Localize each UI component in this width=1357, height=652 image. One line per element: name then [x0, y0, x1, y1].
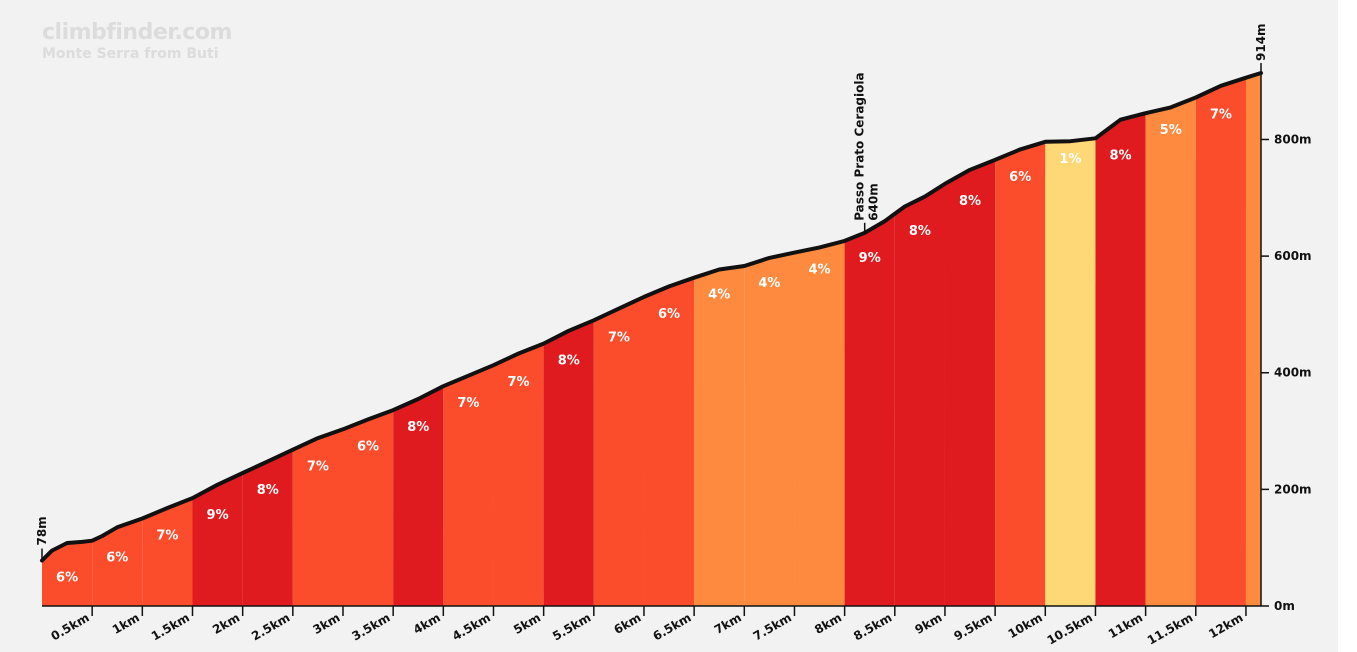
brand-logo: climbfinder.com	[42, 20, 232, 45]
y-tick-label: 0m	[1274, 599, 1295, 613]
summit-elevation-label: 914m	[1254, 23, 1268, 61]
gradient-label: 8%	[909, 224, 931, 239]
x-tick-label: 11km	[1106, 610, 1145, 641]
segment-15	[794, 240, 845, 606]
x-tick-label: 12km	[1206, 610, 1245, 641]
gradient-label: 6%	[357, 439, 379, 454]
y-tick-label: 600m	[1274, 249, 1312, 263]
segment-24	[1245, 73, 1261, 606]
gradient-label: 8%	[1110, 148, 1132, 163]
gradient-label: 6%	[1009, 170, 1031, 185]
x-tick-label: 0.5km	[49, 610, 92, 643]
pass-name-label: Passo Prato Ceragiola	[853, 72, 867, 220]
pass-elevation-label: 640m	[867, 183, 881, 221]
gradient-label: 6%	[106, 551, 128, 566]
x-tick-label: 6.5km	[650, 610, 693, 643]
segment-23	[1195, 77, 1246, 606]
profile-line	[40, 71, 1263, 563]
chart-subtitle: Monte Serra from Buti	[42, 46, 219, 62]
x-tick-label: 6km	[611, 610, 643, 637]
x-tick-label: 8.5km	[851, 610, 894, 643]
gradient-label: 7%	[457, 396, 479, 411]
segment-8	[443, 365, 494, 606]
segment-12	[643, 277, 695, 606]
gradient-label: 4%	[708, 288, 730, 303]
y-tick-label: 800m	[1274, 132, 1312, 146]
segment-9	[493, 343, 544, 606]
x-tick-label: 2km	[210, 610, 242, 637]
x-tick-label: 3km	[311, 610, 343, 637]
x-tick-label: 8km	[812, 610, 844, 637]
gradient-label: 8%	[959, 194, 981, 209]
segment-1	[92, 518, 143, 606]
segment-10	[543, 320, 594, 606]
x-tick-label: 5km	[511, 610, 543, 637]
x-tick-label: 7km	[712, 610, 744, 637]
segment-20	[1045, 138, 1096, 607]
y-tick-label: 400m	[1274, 366, 1312, 380]
x-tick-label: 9.5km	[951, 610, 994, 643]
gradient-label: 4%	[809, 263, 831, 278]
gradient-label: 9%	[207, 508, 229, 523]
segment-0	[42, 540, 93, 606]
gradient-label: 7%	[156, 529, 178, 544]
segment-5	[292, 429, 343, 606]
x-tick-label: 9km	[912, 610, 944, 637]
start-elevation-label: 78m	[35, 516, 49, 545]
segment-19	[995, 141, 1046, 607]
gradient-label: 8%	[558, 354, 580, 369]
gradient-label: 8%	[257, 483, 279, 498]
x-tick-label: 1.5km	[149, 610, 192, 643]
gradient-label: 8%	[407, 420, 429, 435]
segment-14	[744, 252, 795, 606]
gradient-label: 7%	[508, 375, 530, 390]
x-tick-label: 1km	[110, 610, 142, 637]
gradient-label: 6%	[658, 307, 680, 322]
gradient-label: 7%	[1210, 107, 1232, 122]
segment-11	[593, 296, 644, 606]
segment-22	[1145, 97, 1196, 606]
segment-7	[393, 386, 444, 606]
x-tick-label: 10km	[1006, 610, 1045, 641]
segment-18	[944, 159, 996, 606]
gradient-label: 7%	[307, 460, 329, 475]
gradient-label: 4%	[758, 276, 780, 291]
segment-21	[1095, 113, 1146, 606]
segment-17	[894, 183, 945, 607]
x-tick-label: 5.5km	[550, 610, 593, 643]
x-tick-label: 7.5km	[751, 610, 794, 643]
segment-13	[694, 266, 745, 606]
gradient-label: 5%	[1160, 123, 1182, 138]
x-tick-label: 11.5km	[1145, 610, 1195, 647]
segment-3	[192, 473, 243, 606]
gradient-label: 7%	[608, 330, 630, 345]
x-tick-label: 4.5km	[450, 610, 493, 643]
x-tick-label: 4km	[411, 610, 443, 637]
gradient-label: 1%	[1059, 152, 1081, 167]
segment-16	[844, 213, 895, 607]
y-tick-label: 200m	[1274, 482, 1312, 496]
x-tick-label: 2.5km	[249, 610, 292, 643]
x-tick-label: 10.5km	[1045, 610, 1095, 647]
x-tick-label: 3.5km	[349, 610, 392, 643]
segment-6	[342, 410, 394, 606]
gradient-label: 6%	[56, 571, 78, 586]
segment-2	[142, 498, 193, 606]
gradient-label: 9%	[859, 251, 881, 266]
segment-4	[242, 449, 293, 606]
